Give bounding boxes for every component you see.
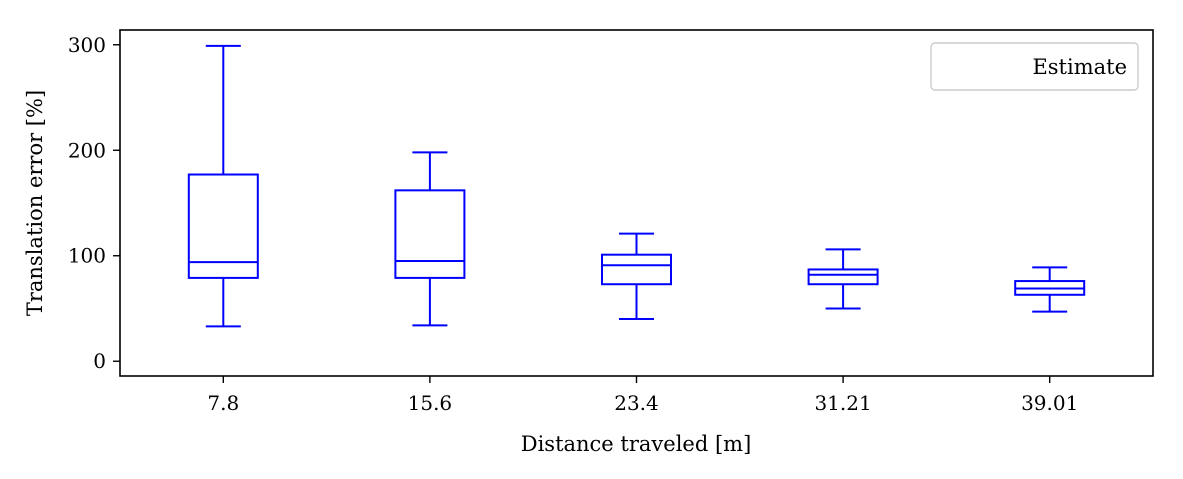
- x-tick-label: 23.4: [614, 391, 659, 415]
- legend: Estimate: [930, 42, 1139, 91]
- x-axis-label: Distance traveled [m]: [521, 432, 752, 456]
- legend-label-estimate: Estimate: [1032, 55, 1127, 79]
- x-tick-label: 31.21: [814, 391, 871, 415]
- y-tick-label: 300: [68, 33, 106, 57]
- y-tick-label: 0: [93, 349, 106, 373]
- iqr-box: [187, 173, 259, 279]
- y-axis-label: Translation error [%]: [23, 90, 47, 316]
- box-15.6: [394, 151, 466, 327]
- iqr-box: [601, 253, 672, 286]
- iqr-box: [807, 268, 879, 286]
- box-23.4: [601, 232, 672, 321]
- x-tick-label: 15.6: [408, 391, 453, 415]
- ticks-layer: 0 100 200 300 7.8 15.6 23.4 31.21 39.01: [68, 33, 1079, 415]
- legend-box: [930, 42, 1139, 91]
- plot-frame: [119, 29, 1154, 377]
- x-tick-label: 7.8: [207, 391, 239, 415]
- boxes-layer: [187, 44, 1086, 328]
- y-tick-label: 100: [68, 244, 106, 268]
- y-tick-label: 200: [68, 138, 106, 162]
- iqr-box: [394, 189, 466, 279]
- box-39.01: [1014, 266, 1086, 313]
- x-tick-label: 39.01: [1021, 391, 1078, 415]
- box-7.8: [187, 44, 259, 328]
- box-31.21: [807, 248, 879, 310]
